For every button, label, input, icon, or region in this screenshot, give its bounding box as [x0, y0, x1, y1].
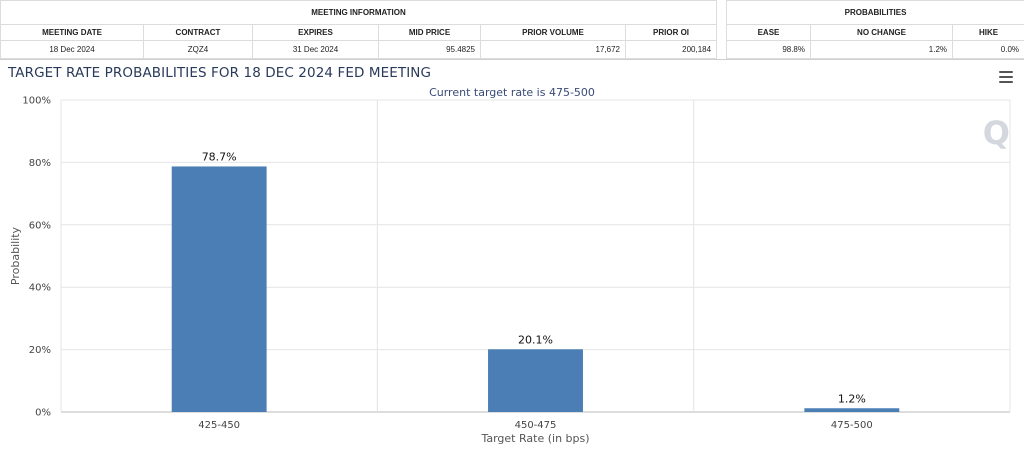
probabilities-title: PROBABILITIES: [725, 0, 1024, 25]
y-tick-label: 60%: [29, 220, 51, 231]
hamburger-menu-icon[interactable]: [999, 71, 1013, 83]
header-no-change: NO CHANGE: [810, 24, 953, 41]
cell-meeting-date: 18 Dec 2024: [0, 40, 144, 59]
y-tick-label: 20%: [29, 345, 51, 356]
header-mid-price: MID PRICE: [378, 24, 481, 41]
y-tick-label: 80%: [29, 158, 51, 169]
cell-no-change: 1.2%: [810, 40, 953, 59]
cell-hike: 0.0%: [951, 40, 1024, 59]
cell-prior-volume: 17,672: [480, 40, 626, 59]
x-tick-label: 425-450: [198, 420, 240, 431]
cell-mid-price: 95.4825: [378, 40, 481, 59]
chart-subtitle: Current target rate is 475-500: [429, 86, 595, 99]
data-label: 78.7%: [202, 150, 237, 163]
meeting-information-title: MEETING INFORMATION: [0, 0, 718, 25]
data-label: 20.1%: [518, 333, 553, 346]
cell-prior-oi: 200,184: [624, 40, 718, 59]
bar-chart: 0% 20% 40% 60% 80% 100% 78.7% 425-450 20.1% 450-4…: [9, 96, 1011, 445]
x-tick-label: 475-500: [831, 420, 873, 431]
y-axis-title: Probability: [9, 226, 22, 285]
bar-425-450: [171, 166, 267, 412]
meeting-information-table: MEETING INFORMATION MEETING DATE CONTRAC…: [0, 0, 718, 59]
chart-panel: 0% 20% 40% 60% 80% 100% 78.7% 425-450 20.1% 450-4…: [0, 59, 1024, 455]
bar-450-475: [488, 349, 583, 412]
header-meeting-date: MEETING DATE: [0, 24, 144, 41]
y-tick-label: 0%: [35, 408, 51, 419]
y-tick-label: 40%: [29, 283, 51, 294]
x-axis-title: Target Rate (in bps): [480, 432, 589, 445]
x-tick-label: 450-475: [515, 420, 557, 431]
header-contract: CONTRACT: [143, 24, 253, 41]
table-row: 18 Dec 2024 ZQZ4 31 Dec 2024 95.4825 17,…: [0, 40, 718, 59]
header-expires: EXPIRES: [252, 24, 379, 41]
header-prior-volume: PRIOR VOLUME: [480, 24, 626, 41]
bar-475-500: [804, 408, 900, 412]
header-hike: HIKE: [951, 24, 1024, 41]
chart-title: TARGET RATE PROBABILITIES FOR 18 DEC 202…: [8, 65, 432, 81]
cell-contract: ZQZ4: [143, 40, 253, 59]
cell-ease: 98.8%: [726, 40, 811, 59]
data-label: 1.2%: [838, 392, 866, 405]
watermark-logo-icon: Q: [982, 114, 1010, 152]
header-ease: EASE: [726, 24, 811, 41]
cell-expires: 31 Dec 2024: [252, 40, 379, 59]
header-prior-oi: PRIOR OI: [624, 24, 718, 41]
y-tick-label: 100%: [22, 96, 51, 107]
table-row: 98.8% 1.2% 0.0%: [726, 40, 1024, 59]
probabilities-table: PROBABILITIES EASE NO CHANGE HIKE 98.8% …: [725, 0, 1024, 59]
